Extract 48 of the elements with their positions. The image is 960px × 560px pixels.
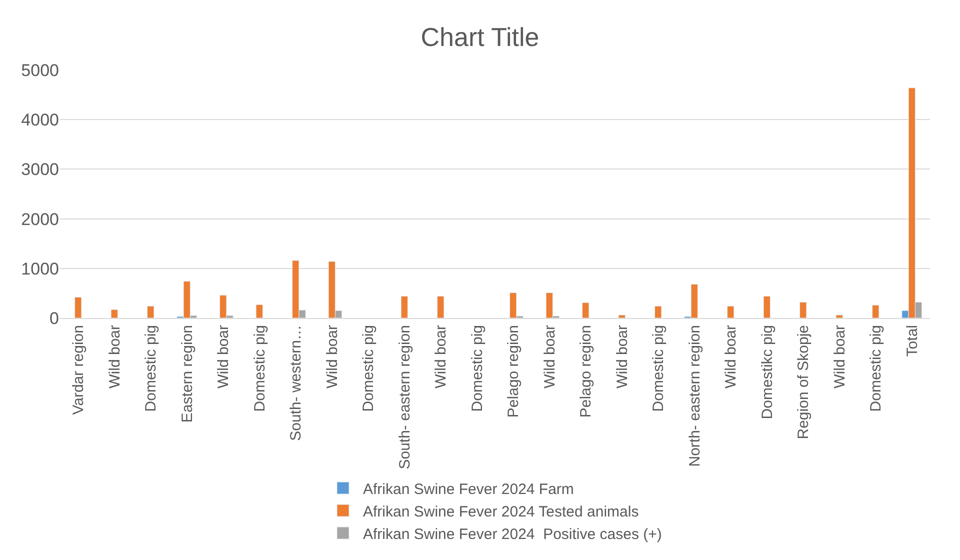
x-tick-label: Domestic pig xyxy=(142,325,160,412)
bar xyxy=(110,309,118,318)
x-tick-label: Wild boar xyxy=(541,325,558,388)
x-tick-label: Pelago region xyxy=(578,325,595,418)
x-tick-label: Wild boar xyxy=(432,325,450,388)
x-tick-label: Wild boar xyxy=(831,325,848,388)
x-tick-label: Domestic pig xyxy=(650,325,668,412)
bar xyxy=(763,296,770,318)
bar xyxy=(618,314,626,318)
x-tick-label: Pelago region xyxy=(505,325,522,418)
bar xyxy=(256,304,263,318)
bar xyxy=(437,296,444,318)
x-tick-label: Wild boar xyxy=(106,325,124,388)
legend-label: Afrikan Swine Fever 2024 Positive cases (+) xyxy=(363,526,662,543)
x-tick-label: Vardar region xyxy=(70,325,88,415)
x-tick-label: Domestic pig xyxy=(251,325,268,412)
y-tick-label: 0 xyxy=(50,308,59,328)
chart-title: Chart Title xyxy=(420,22,540,52)
bar xyxy=(654,306,662,318)
y-tick-label: 3000 xyxy=(21,160,59,180)
y-tick-label: 4000 xyxy=(21,110,59,130)
legend-label: Afrikan Swine Fever 2024 Farm xyxy=(363,480,574,498)
x-tick-label: North- eastern region xyxy=(686,325,704,467)
y-tick-label: 5000 xyxy=(21,60,59,80)
x-tick-label: Wild boar xyxy=(324,325,341,388)
bar xyxy=(74,296,82,318)
x-tick-label: Domestic pig xyxy=(868,325,885,412)
bar xyxy=(872,304,880,318)
x-tick-label: Wild boar xyxy=(614,325,631,388)
x-tick-label: Region of Skopje xyxy=(795,325,812,440)
x-tick-label: Wild boar xyxy=(722,325,740,388)
bar xyxy=(727,306,734,318)
bar xyxy=(800,302,807,318)
x-tick-label: South- eastern region xyxy=(396,325,414,470)
y-tick-label: 2000 xyxy=(21,210,59,229)
y-tick-label: 1000 xyxy=(21,259,59,278)
x-tick-label: Eastern region xyxy=(178,325,196,423)
x-tick-label: Total xyxy=(904,325,921,357)
x-tick-label: Domestikc pig xyxy=(758,325,776,420)
bar xyxy=(400,296,408,318)
x-tick-label: South- western… xyxy=(288,325,305,441)
x-tick-label: Domestic pig xyxy=(360,325,378,412)
legend-label: Afrikan Swine Fever 2024 Tested animals xyxy=(363,503,639,520)
bar xyxy=(147,306,154,318)
bar xyxy=(836,314,843,318)
bar xyxy=(582,302,590,318)
x-tick-label: Wild boar xyxy=(215,325,232,388)
x-tick-label: Domestic pig xyxy=(468,325,486,412)
